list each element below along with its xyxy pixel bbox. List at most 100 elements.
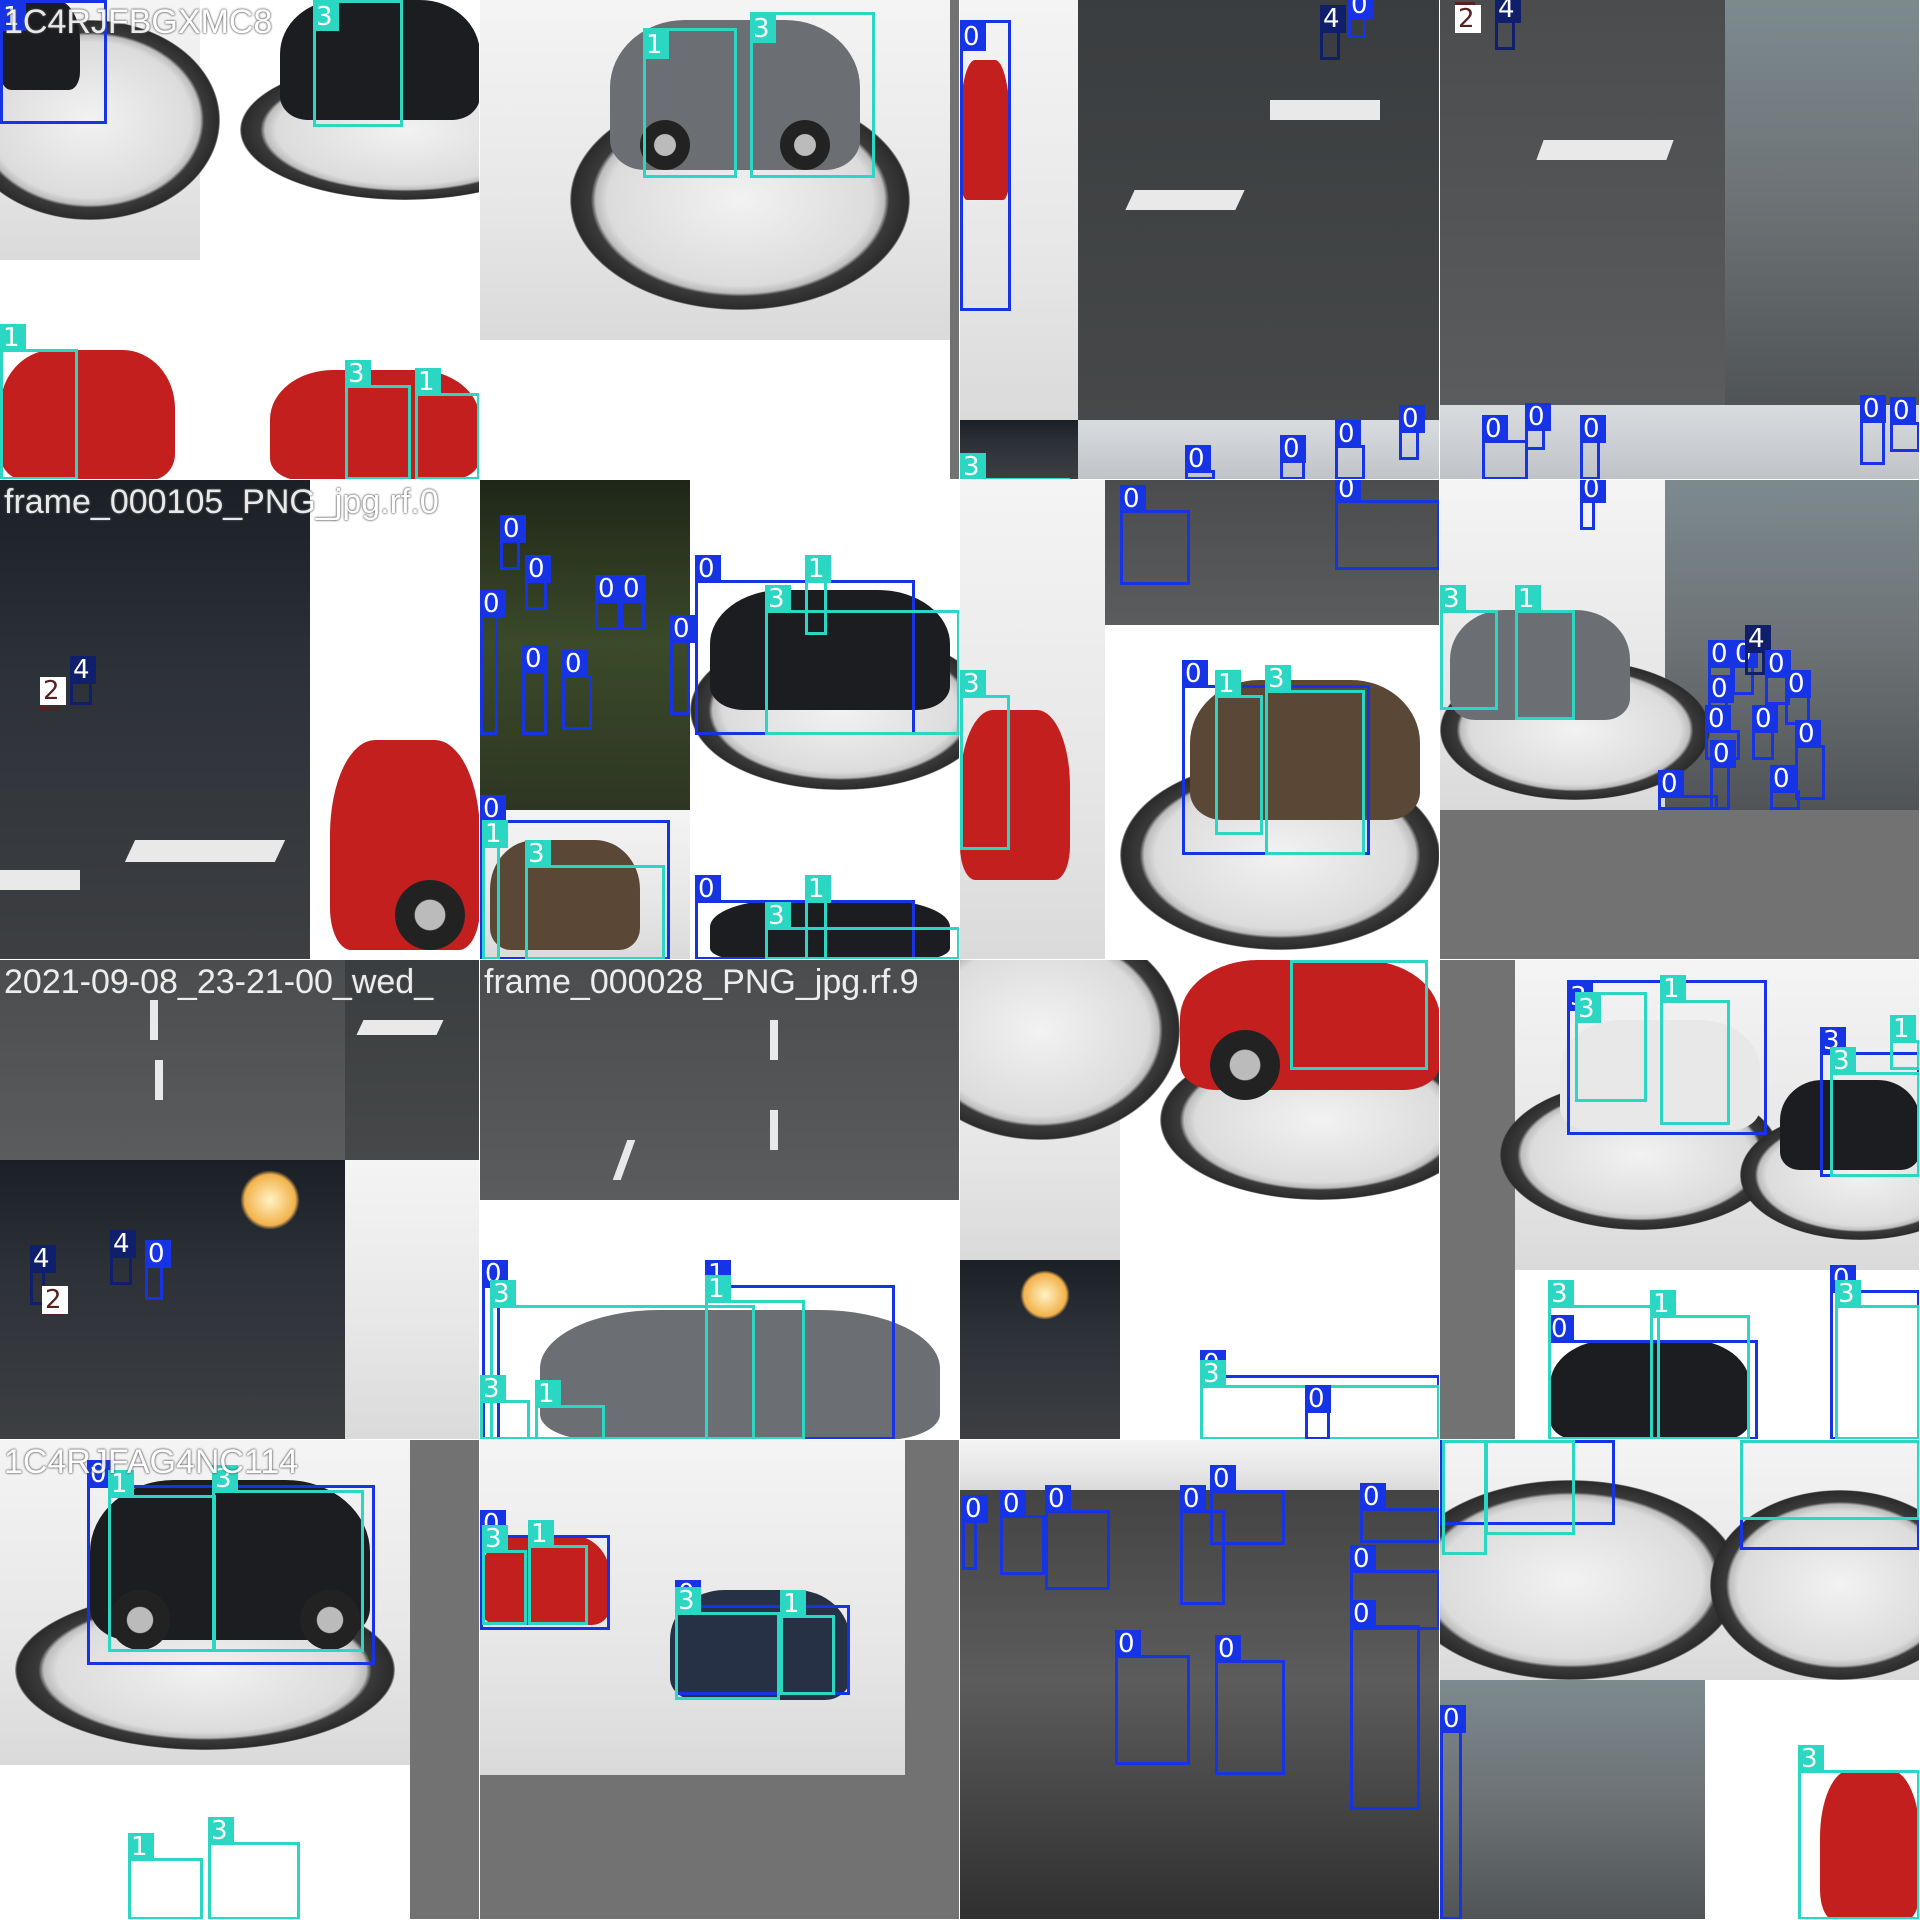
bbox-class-3: 3 [480,1400,530,1440]
bbox-class-0: 0 [962,1520,977,1570]
bbox-class-0: 0 [480,615,498,735]
bbox-class-0: 0 [1482,440,1528,480]
mosaic-tile-10: 0 3 1 1 3 1 frame_000028_PNG_jpg.rf.9 [480,960,960,1440]
mosaic-tile-13: 0 1 3 1 3 1C4RJFAG4NC114 [0,1440,480,1920]
bbox-class-0: 0 [620,600,645,630]
bbox-class-0: 0 [1335,500,1440,570]
bbox-class-0: 0 [1580,500,1595,530]
bbox-class-0: 0 [1580,440,1600,480]
bbox-class-0: 0 [1120,510,1190,585]
bbox-class-0: 0 [1280,460,1305,480]
bbox-class-3: 3 [208,1842,300,1920]
mosaic-tile-6: 0 0 0 0 0 0 0 0 0 3 1 0 3 1 0 3 1 [480,480,960,960]
bbox-class-0: 0 [1045,1510,1110,1590]
bbox-class-3: 3 [1265,690,1365,855]
bbox-class-3: 3 [482,1550,527,1625]
bbox-class-1: 1 [1660,1000,1730,1125]
bbox-class-3: 3 [525,865,665,960]
bbox-class-4: 4 [1495,20,1515,50]
bbox-class-1: 1 [1650,1315,1750,1440]
bbox-class-2: 2 [42,1285,62,1315]
bbox-class-3: 3 [1440,610,1498,710]
bbox-class-0: 0 [1335,445,1365,480]
mosaic-tile-1: 1 3 1 3 1 1C4RJFBGXMC8 [0,0,480,480]
bbox-class-0: 0 [1348,16,1366,38]
mosaic-tile-14: 0 3 1 0 3 1 [480,1440,960,1920]
bbox-class-1: 1 [108,1495,216,1652]
bbox-class-1: 1 [1215,695,1263,835]
bbox-class-1: 1 [0,349,78,480]
image-filename: 1C4RJFAG4NC114 [4,1442,298,1482]
bbox-class-0: 0 [1115,1655,1190,1765]
bbox-class-3: 3 [345,385,411,480]
bbox-class-0: 0 [670,640,690,715]
mosaic-tile-9: 4 0 4 2 2021-09-08_23-21-00_wed_ [0,960,480,1440]
mosaic-tile-11: 3 0 3 0 [960,960,1440,1440]
bbox-class-0: 0 [1440,1730,1462,1920]
mosaic-tile-7: 0 0 3 0 1 3 [960,480,1440,960]
mosaic-tile-3: 0 4 0 0 0 0 0 3 [960,0,1440,480]
bbox-class-3: 3 [1575,992,1647,1102]
bbox-class-4: 4 [110,1255,132,1285]
bbox-class-0: 0 [1752,730,1774,760]
bbox-class-0: 0 [1890,422,1920,452]
bbox-class-0: 0 [1399,430,1419,460]
bbox-class-3: 3 [765,610,960,735]
bbox-class-0: 0 [1350,1625,1420,1810]
mosaic-tile-2: 1 3 [480,0,960,480]
image-filename: 1C4RJFBGXMC8 [4,2,272,42]
mosaic-tile-4: 2 4 0 0 0 0 0 [1440,0,1920,480]
bbox-class-3: 3 [765,927,960,960]
bbox-class-0: 0 [1000,1515,1045,1575]
image-filename: frame_000105_PNG_jpg.rf.0 [4,482,439,522]
mosaic-tile-8: 3 1 0 0 0 4 0 0 0 0 0 0 0 0 0 [1440,480,1920,960]
mosaic-tile-15: 0 0 0 0 0 0 0 0 0 0 [960,1440,1440,1920]
bbox-class-0: 0 [525,580,547,610]
bbox-class-3: 3 [1835,1305,1920,1440]
bbox-class-1: 1 [482,845,500,960]
bbox-class-0: 0 [1860,420,1885,465]
bbox-class-3: 3 [675,1612,780,1700]
bbox-class-1: 1 [535,1405,605,1440]
mosaic-tile-16: 0 3 1 0 3 0 3 [1440,1440,1920,1920]
bbox-class-1: 1 [780,1615,835,1695]
bbox-class-3: 3 [750,12,875,178]
bbox-class-1: 1 [528,1545,588,1625]
bbox-class-0: 0 [522,670,547,735]
bbox-class-0: 0 [1185,470,1215,480]
bbox-class-1: 1 [705,1300,805,1440]
street-lamp-glow [240,1170,300,1230]
bbox-class-0: 0 [1770,790,1800,810]
bbox-class-0: 0 [145,1265,163,1300]
bbox-class-1: 1 [128,1858,203,1920]
bbox-class-1: 1 [643,28,737,178]
bbox-class-2: 2 [1455,2,1475,30]
bbox-class-0: 0 [1215,1660,1285,1775]
bbox-class-4: 4 [1745,650,1765,675]
bbox-class-1: 1 [805,900,827,960]
street-lamp-glow [1020,1270,1070,1320]
bbox-class-3: 3 [1830,1072,1920,1177]
bbox-class-3: 3 [1290,960,1428,1070]
bbox-class-0: 0 [1305,1410,1330,1440]
image-filename: frame_000028_PNG_jpg.rf.9 [484,962,919,1002]
bbox-class-3: 3 [960,695,1010,850]
bbox-class-0: 0 [960,20,1011,311]
bbox-class-0: 0 [500,540,520,570]
bbox-class-0: 0 [562,675,592,730]
bbox-class-2: 2 [40,680,60,710]
bbox-class-3: 3 [212,1490,364,1652]
bbox-class-3: 3 [313,0,403,127]
bbox-class-3: 3 [1548,1305,1660,1440]
bbox-class-0: 0 [1360,1508,1440,1543]
bbox-class-3: 3 [1442,1440,1487,1555]
bbox-class-0: 0 [595,600,620,630]
mosaic-tile-12: 3 3 1 3 3 1 0 3 1 0 3 [1440,960,1920,1440]
bbox-class-1: 1 [415,393,480,480]
mosaic-tile-5: 2 4 frame_000105_PNG_jpg.rf.0 [0,480,480,960]
bbox-class-1: 1 [1485,1440,1575,1535]
bbox-class-1: 1 [1515,610,1575,720]
image-filename: 2021-09-08_23-21-00_wed_ [4,962,433,1002]
bbox-class-4: 4 [1320,30,1340,60]
